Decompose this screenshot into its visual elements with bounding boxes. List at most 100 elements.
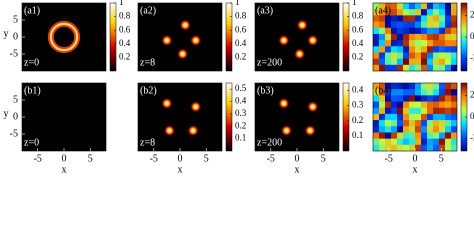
phase-cell (445, 113, 452, 121)
phase-cell (391, 27, 398, 35)
heatmap-background (255, 83, 339, 151)
z-label: z=200 (257, 137, 282, 148)
phase-cell (415, 21, 422, 29)
phase-cell (445, 58, 452, 66)
phase-cell (421, 132, 428, 140)
x-axis-label: x (295, 164, 300, 174)
phase-cell (373, 40, 380, 47)
phase-cell (409, 107, 416, 115)
y-tick-label: 0 (13, 31, 18, 42)
colorbar-tick-label: 0 (470, 111, 474, 121)
colorbar-tick-label: 0.5 (235, 83, 247, 93)
phase-cell (451, 101, 457, 109)
phase-cell (373, 144, 380, 151)
phase-cell (385, 101, 392, 109)
plot-area (22, 3, 106, 71)
phase-cell (385, 83, 392, 90)
phase-cell (439, 27, 446, 35)
phase-cell (397, 138, 404, 146)
phase-cell (415, 9, 422, 16)
phase-cell (421, 107, 428, 115)
phase-cell (427, 95, 434, 103)
phase-cell (421, 120, 428, 127)
phase-cell (391, 107, 398, 115)
colorbar-tick-label: 0.6 (352, 24, 364, 34)
phase-cell (397, 113, 404, 121)
phase-cell (391, 95, 398, 103)
z-label: z=0 (24, 137, 39, 148)
phase-cell (379, 15, 386, 23)
phase-cell (397, 40, 404, 47)
phase-cell (409, 89, 416, 96)
x-tick-label: 0 (413, 153, 418, 164)
phase-cell (427, 107, 434, 115)
phase-cell (379, 89, 386, 96)
x-tick-label: 0 (62, 153, 67, 164)
phase-cell (385, 120, 392, 127)
phase-cell (451, 46, 457, 53)
panel-label: (b2) (140, 85, 157, 96)
phase-cell (415, 64, 422, 71)
phase-cell (451, 138, 457, 146)
phase-cell (391, 89, 398, 96)
phase-cell (433, 64, 440, 71)
phase-cell (445, 95, 452, 103)
phase-cell (445, 33, 452, 41)
phase-cell (433, 58, 440, 66)
panel: (a3) z=200 1 0.8 0.6 0.4 0.2 (254, 0, 364, 72)
phase-cell (415, 52, 422, 60)
panel-frame (254, 2, 340, 72)
phase-cell (451, 89, 457, 96)
phase-cell (403, 33, 410, 41)
phase-cell (379, 120, 386, 127)
phase-cell (403, 46, 410, 53)
phase-cell (427, 33, 434, 41)
phase-cell (445, 64, 452, 71)
phase-cell (427, 52, 434, 60)
phase-cell (385, 33, 392, 41)
phase-cell (373, 132, 380, 140)
colorbar-tick-label: -2 (470, 53, 474, 63)
phase-cell (409, 3, 416, 10)
phase-cell (397, 33, 404, 41)
colorbar-tick-label: 1 (119, 0, 124, 7)
phase-cell (445, 52, 452, 60)
phase-cell (403, 101, 410, 109)
phase-cell (391, 40, 398, 47)
phase-cell (439, 21, 446, 29)
y-axis-label: y (4, 28, 9, 39)
colorbar-tick-label: 2 (470, 9, 474, 19)
phase-cell (421, 95, 428, 103)
phase-cell (433, 120, 440, 127)
phase-cell (427, 144, 434, 151)
y-tick-label: 5 (13, 14, 18, 25)
phase-cell (409, 126, 416, 133)
z-label: z=8 (140, 137, 155, 148)
phase-cell (397, 126, 404, 133)
phase-cell (415, 33, 422, 41)
colorbar-tick-label: 0.2 (119, 51, 130, 61)
figure: (a1)z=050-5y10.80.60.40.2(a2)z=810.80.60… (4, 0, 474, 174)
phase-cell (409, 113, 416, 121)
phase-cell (439, 95, 446, 103)
colorbar-tick-label: 0.1 (352, 130, 363, 140)
phase-cell (445, 27, 452, 35)
phase-cell (433, 15, 440, 23)
phase-cell (397, 9, 404, 16)
phase-cell (421, 83, 428, 90)
panel-label: (b4) (375, 85, 392, 96)
panel-label: (b1) (24, 85, 41, 96)
spot (296, 19, 309, 32)
phase-cell (427, 101, 434, 109)
phase-cell (439, 3, 446, 10)
colorbar-tick-label: 0.4 (235, 38, 247, 48)
phase-cell (433, 27, 440, 35)
panel-label: (a2) (140, 5, 156, 16)
colorbar-tick-label: 1 (352, 0, 357, 7)
phase-cell (403, 89, 410, 96)
phase-cell (439, 138, 446, 146)
phase-cell (445, 138, 452, 146)
phase-cell (373, 138, 380, 146)
phase-cell (373, 58, 380, 66)
panel: (b2) z=8 -5 0 5 x 0.5 0.4 0.3 0.2 0.1 (137, 82, 247, 174)
